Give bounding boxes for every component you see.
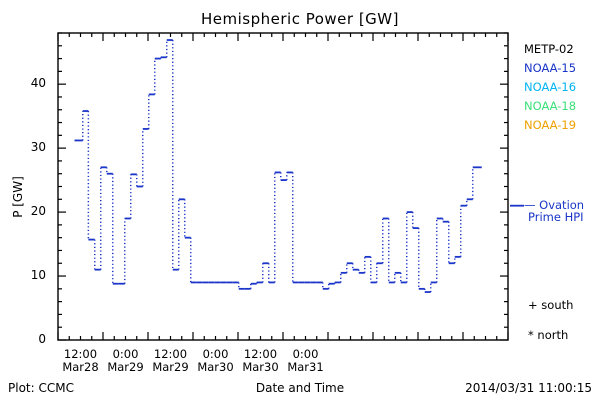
x-axis-label: Date and Time	[255, 381, 345, 395]
x-tick-date: Mar31	[287, 360, 324, 374]
y-tick-label: 20	[30, 204, 46, 219]
x-tick-time: 0:00	[292, 347, 319, 361]
y-tick-label: 30	[30, 140, 46, 155]
legend-item-noaa-15[interactable]: NOAA-15	[524, 61, 577, 75]
chart-title: Hemispheric Power [GW]	[201, 10, 399, 28]
legend-item-noaa-18[interactable]: NOAA-18	[524, 99, 577, 113]
x-tick-label: 12:00 Mar29	[131, 348, 211, 374]
ovation-label-line1: — Ovation	[524, 197, 585, 212]
x-tick-label: 0:00 Mar29	[86, 348, 166, 374]
x-tick-date: Mar29	[107, 360, 144, 374]
x-tick-time: 12:00	[243, 347, 278, 361]
data-series-group	[74, 39, 482, 293]
x-tick-date: Mar30	[242, 360, 279, 374]
y-tick-label: 10	[30, 268, 46, 283]
legend-item-noaa-19[interactable]: NOAA-19	[524, 118, 577, 132]
legend-item-metp-02[interactable]: METP-02	[524, 42, 574, 56]
x-tick-time: 12:00	[63, 347, 98, 361]
x-tick-label: 12:00 Mar30	[221, 348, 301, 374]
north-marker-label: * north	[528, 328, 569, 342]
ovation-label-line2: Prime HPI	[528, 209, 584, 224]
south-marker-label: + south	[528, 298, 574, 312]
x-tick-label: 0:00 Mar31	[266, 348, 346, 374]
y-tick-label: 0	[38, 332, 46, 346]
x-tick-label: 12:00 Mar28	[41, 348, 121, 374]
x-tick-date: Mar30	[197, 360, 234, 374]
plot-source-label: Plot: CCMC	[8, 381, 74, 395]
legend-item-noaa-16[interactable]: NOAA-16	[524, 80, 577, 94]
x-tick-date: Mar28	[62, 360, 99, 374]
y-tick-label: 40	[30, 76, 46, 91]
x-tick-time: 0:00	[112, 347, 139, 361]
x-tick-label: 0:00 Mar30	[176, 348, 256, 374]
x-tick-time: 12:00	[153, 347, 188, 361]
axes-frame	[57, 32, 509, 341]
x-tick-time: 0:00	[202, 347, 229, 361]
timestamp-label: 2014/03/31 11:00:15	[465, 381, 592, 395]
x-tick-date: Mar29	[152, 360, 189, 374]
